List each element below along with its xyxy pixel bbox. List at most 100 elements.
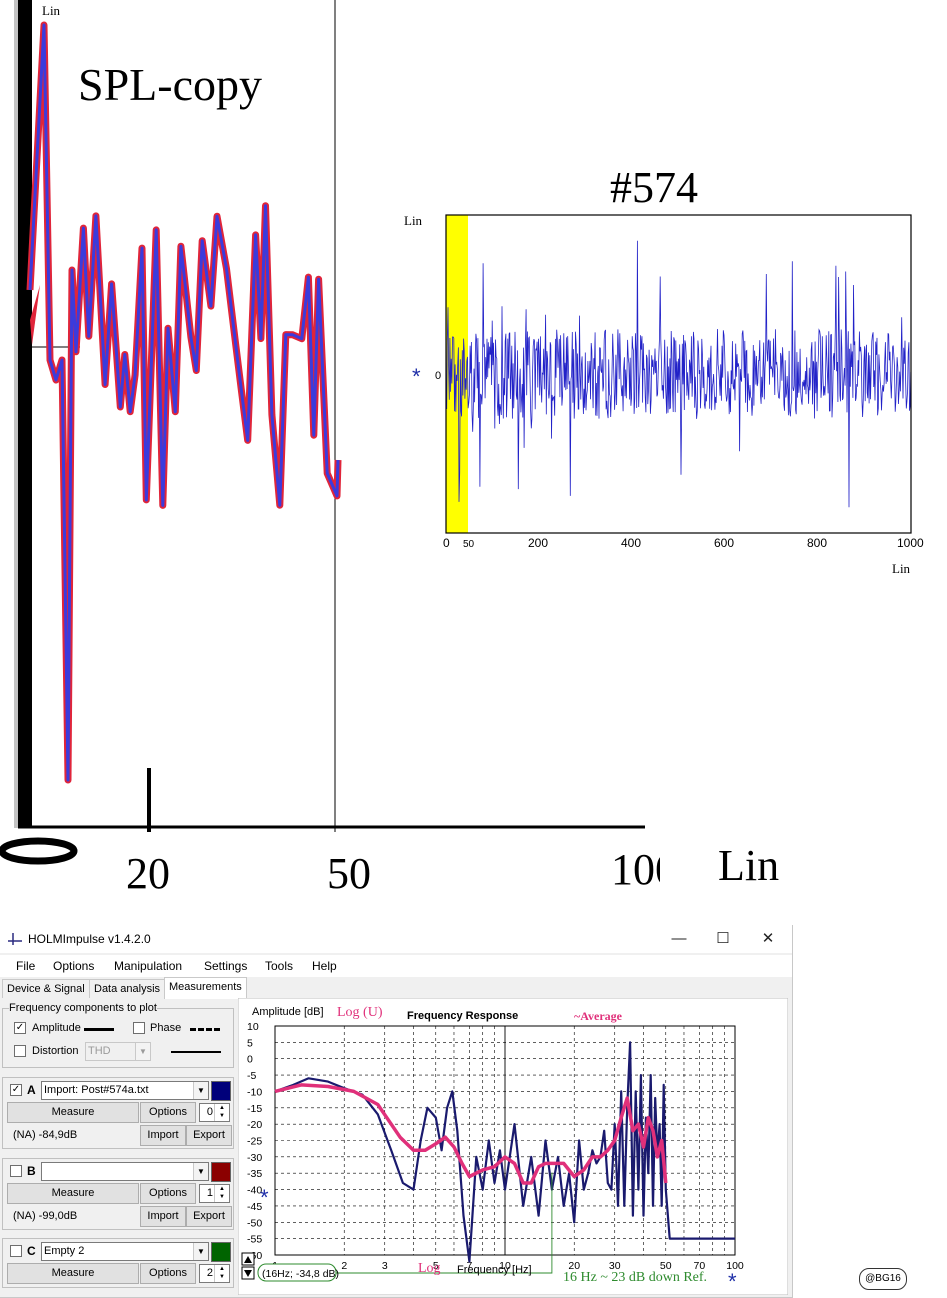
frequency-components-title: Frequency components to plot — [9, 1002, 157, 1014]
phase-checkbox[interactable] — [133, 1022, 145, 1034]
channel-a-spinner[interactable]: 0 ▲ ▼ — [199, 1103, 230, 1122]
channel-a-level: (NA) -84,9dB — [13, 1129, 78, 1141]
channel-a-file-value: Import: Post#574a.txt — [44, 1084, 149, 1096]
distortion-mode-select[interactable]: THD ▼ — [85, 1042, 151, 1061]
channel-b-letter: B — [27, 1164, 36, 1178]
menu-tools[interactable]: Tools — [265, 959, 294, 973]
spinner-arrows-icon[interactable]: ▲ ▼ — [214, 1185, 229, 1202]
channel-a-checkbox[interactable]: ✓ — [10, 1084, 22, 1096]
channel-b-color-swatch[interactable] — [211, 1162, 231, 1182]
fr-x-tick-label: 7 — [466, 1260, 472, 1272]
channel-b-options-button[interactable]: Options — [140, 1183, 196, 1204]
fr-x-tick-label: 10 — [499, 1260, 511, 1272]
title-bar: HOLMImpulse v1.4.2.0 — ☐ ✕ — [0, 925, 792, 953]
minimize-button[interactable]: — — [671, 930, 687, 947]
fr-cursor-readout-box — [257, 1263, 337, 1282]
channel-a-letter: A — [27, 1083, 36, 1097]
frequency-components-group: Frequency components to plot ✓ Amplitude… — [2, 1002, 234, 1068]
channel-c-file-select[interactable]: Empty 2 ▼ — [41, 1242, 209, 1261]
app-icon — [8, 933, 22, 945]
impulse-marker-asterisk: * — [412, 364, 421, 389]
phase-label: Phase — [150, 1022, 182, 1034]
impulse-title: #574 — [610, 163, 698, 212]
channel-c-checkbox[interactable] — [10, 1245, 22, 1257]
channel-b-export-button[interactable]: Export — [186, 1206, 232, 1227]
frequency-response-chart[interactable]: Amplitude [dB] Log (U) Frequency Respons… — [238, 998, 788, 1295]
fr-marker-left: * — [260, 1185, 269, 1210]
channel-c-letter: C — [27, 1244, 36, 1258]
channel-c-measure-button[interactable]: Measure — [7, 1263, 139, 1284]
channel-a-options-button[interactable]: Options — [140, 1102, 196, 1123]
distortion-label: Distortion — [32, 1045, 79, 1057]
fr-y-tick-label: -10 — [247, 1086, 262, 1098]
fr-y-tick-label: -35 — [247, 1168, 262, 1180]
fr-y-label: Amplitude [dB] — [252, 1006, 324, 1018]
impulse-x-tick-50: 50 — [463, 539, 475, 550]
channel-b-group: B ▼ Measure Options 1 ▲ ▼ (NA) -99,0dB Im… — [2, 1158, 234, 1230]
channel-c-options-button[interactable]: Options — [140, 1263, 196, 1284]
spl-x-unit: Lin — [718, 841, 780, 890]
spl-x-tick-label-0 — [0, 837, 78, 865]
channel-a-file-select[interactable]: Import: Post#574a.txt ▼ — [41, 1081, 209, 1100]
close-button[interactable]: ✕ — [761, 930, 775, 947]
impulse-x-tick-800: 800 — [807, 536, 827, 550]
watermark-badge: @BG16 — [859, 1268, 907, 1290]
channel-c-file-value: Empty 2 — [44, 1245, 85, 1257]
impulse-x-tick-200: 200 — [528, 536, 548, 550]
fr-title: Frequency Response — [407, 1010, 518, 1022]
spl-y-unit: Lin — [42, 3, 61, 18]
menu-options[interactable]: Options — [53, 959, 95, 973]
amplitude-line-sample — [84, 1028, 114, 1031]
fr-x-tick-label: 50 — [660, 1260, 672, 1272]
amplitude-checkbox[interactable]: ✓ — [14, 1022, 26, 1034]
fr-y-tick-label: 10 — [247, 1021, 259, 1033]
fr-cursor-line — [336, 1172, 553, 1274]
tab-data-analysis[interactable]: Data analysis — [89, 979, 166, 998]
menu-settings[interactable]: Settings — [204, 959, 248, 973]
channel-c-color-swatch[interactable] — [211, 1242, 231, 1262]
channel-a-color-swatch[interactable] — [211, 1081, 231, 1101]
impulse-x-tick-600: 600 — [714, 536, 734, 550]
menu-help[interactable]: Help — [312, 959, 337, 973]
channel-b-file-select[interactable]: ▼ — [41, 1162, 209, 1181]
channel-a-import-button[interactable]: Import — [140, 1125, 186, 1146]
channel-a-spinner-value: 0 — [206, 1106, 213, 1118]
fr-y-tick-label: -20 — [247, 1119, 262, 1131]
spl-x-tick-label-100: 100 — [611, 845, 660, 894]
fr-y-tick-label: -40 — [247, 1185, 262, 1197]
window-title: HOLMImpulse v1.4.2.0 — [28, 932, 151, 946]
menu-file[interactable]: File — [16, 959, 36, 973]
channel-c-spinner[interactable]: 2 ▲ ▼ — [199, 1264, 230, 1283]
fr-grid — [274, 1025, 736, 1256]
channel-b-spinner[interactable]: 1 ▲ ▼ — [199, 1184, 230, 1203]
fr-cursor-readout: (16Hz; -34,8 dB) — [262, 1268, 339, 1280]
fr-y-tick-label: -30 — [247, 1152, 262, 1164]
fr-x-tick-label: 70 — [694, 1260, 706, 1272]
channel-b-import-button[interactable]: Import — [140, 1206, 186, 1227]
channel-a-measure-button[interactable]: Measure — [7, 1102, 139, 1123]
channel-a-export-button[interactable]: Export — [186, 1125, 232, 1146]
fr-y-tick-label: -5 — [247, 1070, 256, 1082]
fr-y-tick-label: 0 — [247, 1054, 253, 1066]
impulse-x-unit: Lin — [892, 561, 911, 576]
tab-device-signal[interactable]: Device & Signal — [2, 979, 90, 998]
fr-series-a — [274, 1041, 735, 1263]
arrow-down-icon — [244, 1270, 252, 1277]
channel-b-measure-button[interactable]: Measure — [7, 1183, 139, 1204]
distortion-checkbox[interactable] — [14, 1045, 26, 1057]
fr-y-tick-label: -55 — [247, 1234, 262, 1246]
spinner-arrows-icon[interactable]: ▲ ▼ — [214, 1104, 229, 1121]
spl-trace-spike — [30, 285, 40, 345]
maximize-button[interactable]: ☐ — [716, 930, 730, 947]
impulse-x-tick-1000: 1000 — [897, 536, 924, 550]
channel-b-checkbox[interactable] — [10, 1165, 22, 1177]
tab-measurements[interactable]: Measurements — [164, 977, 247, 999]
spl-x-tick-label-20: 20 — [126, 849, 170, 898]
fr-x-tick-label: 30 — [609, 1260, 621, 1272]
menu-manipulation[interactable]: Manipulation — [114, 959, 183, 973]
fr-y-tick-label: -50 — [247, 1217, 262, 1229]
fr-average-label: ~Average — [574, 1009, 623, 1023]
spinner-arrows-icon[interactable]: ▲ ▼ — [214, 1265, 229, 1282]
impulse-x-tick-400: 400 — [621, 536, 641, 550]
